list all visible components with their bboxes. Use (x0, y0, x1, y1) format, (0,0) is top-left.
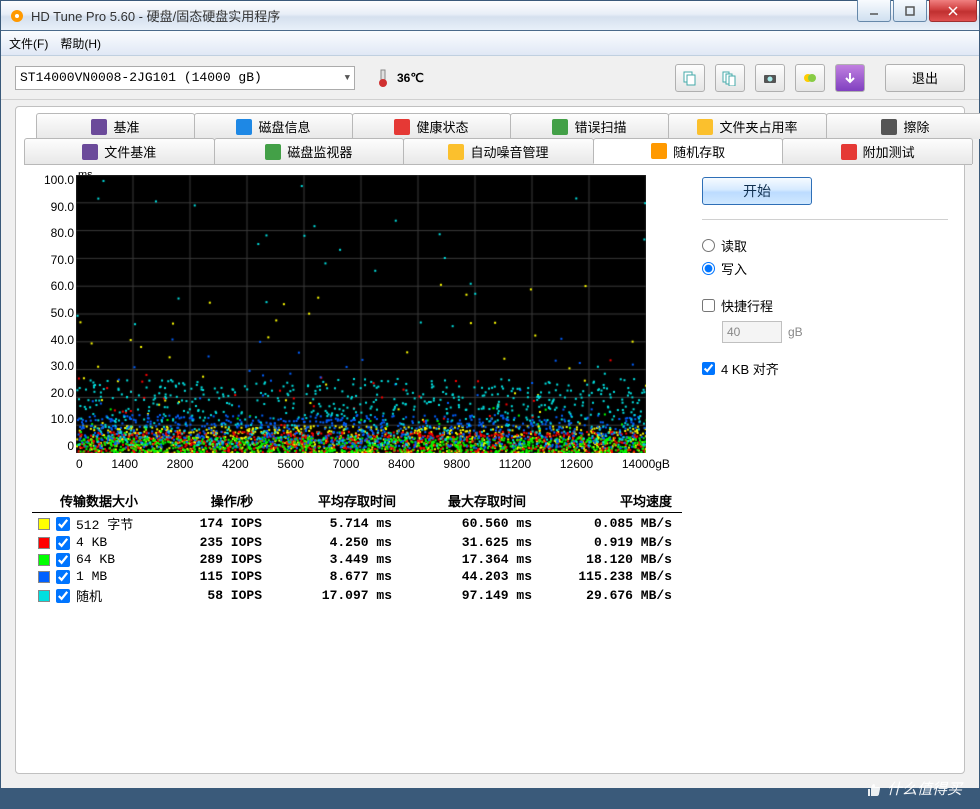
tab-错误扫描[interactable]: 错误扫描 (510, 113, 669, 139)
menu-file[interactable]: 文件(F) (9, 35, 48, 52)
drive-select[interactable]: ST14000VN0008-2JG101 (14000 gB) (15, 66, 355, 90)
tabs-row-2: 文件基准磁盘监视器自动噪音管理随机存取附加测试 (24, 138, 972, 165)
exit-button[interactable]: 退出 (885, 64, 965, 92)
tab-擦除[interactable]: 擦除 (826, 113, 980, 139)
temperature: 36℃ (375, 68, 424, 88)
main-panel: 基准磁盘信息健康状态错误扫描文件夹占用率擦除 文件基准磁盘监视器自动噪音管理随机… (15, 106, 965, 774)
maximize-button[interactable] (893, 0, 927, 22)
app-window: HD Tune Pro 5.60 - 硬盘/固态硬盘实用程序 文件(F) 帮助(… (0, 0, 980, 789)
radio-write[interactable]: 写入 (702, 257, 948, 280)
radio-read[interactable]: 读取 (702, 234, 948, 257)
tab-random-access: ms 100.090.080.070.060.050.040.030.020.0… (16, 165, 964, 618)
series-checkbox[interactable] (56, 517, 70, 531)
results-table: 传输数据大小 操作/秒 平均存取时间 最大存取时间 平均速度 512 字节 17… (32, 489, 682, 606)
tab-磁盘监视器[interactable]: 磁盘监视器 (214, 138, 405, 164)
color-swatch (38, 571, 50, 583)
save-button[interactable] (835, 64, 865, 92)
window-buttons (857, 1, 979, 30)
window-title: HD Tune Pro 5.60 - 硬盘/固态硬盘实用程序 (31, 6, 857, 25)
content: 基准磁盘信息健康状态错误扫描文件夹占用率擦除 文件基准磁盘监视器自动噪音管理随机… (1, 100, 979, 788)
thumbs-up-icon (865, 780, 883, 798)
tab-附加测试[interactable]: 附加测试 (782, 138, 973, 164)
tab-基准[interactable]: 基准 (36, 113, 195, 139)
app-icon (9, 8, 25, 24)
short-stroke-value[interactable]: 40 (722, 321, 782, 343)
color-swatch (38, 518, 50, 530)
tab-健康状态[interactable]: 健康状态 (352, 113, 511, 139)
check-4kb-align[interactable]: 4 KB 对齐 (702, 357, 948, 380)
chart-column: ms 100.090.080.070.060.050.040.030.020.0… (32, 171, 682, 606)
color-swatch (38, 554, 50, 566)
tab-文件夹占用率[interactable]: 文件夹占用率 (668, 113, 827, 139)
results-header: 传输数据大小 操作/秒 平均存取时间 最大存取时间 平均速度 (32, 489, 682, 513)
mode-group: 读取 写入 (702, 234, 948, 280)
result-row: 1 MB 115 IOPS 8.677 ms 44.203 ms 115.238… (32, 568, 682, 585)
tab-自动噪音管理[interactable]: 自动噪音管理 (403, 138, 594, 164)
result-row: 512 字节 174 IOPS 5.714 ms 60.560 ms 0.085… (32, 513, 682, 534)
refresh-button[interactable] (795, 64, 825, 92)
result-row: 随机 58 IOPS 17.097 ms 97.149 ms 29.676 MB… (32, 585, 682, 606)
chart-xaxis: 0140028004200560070008400980011200126001… (76, 457, 670, 471)
color-swatch (38, 590, 50, 602)
menubar: 文件(F) 帮助(H) (1, 31, 979, 56)
series-checkbox[interactable] (56, 536, 70, 550)
titlebar: HD Tune Pro 5.60 - 硬盘/固态硬盘实用程序 (1, 1, 979, 31)
side-column: 开始 读取 写入 快捷行程 40gB 4 KB 对齐 (702, 171, 948, 606)
color-swatch (38, 537, 50, 549)
thermometer-icon (375, 68, 391, 88)
scatter-plot (76, 175, 646, 453)
watermark: 什么值得买 (865, 778, 962, 799)
result-row: 4 KB 235 IOPS 4.250 ms 31.625 ms 0.919 M… (32, 534, 682, 551)
series-checkbox[interactable] (56, 553, 70, 567)
chart-yaxis: 100.090.080.070.060.050.040.030.020.010.… (32, 173, 74, 453)
tab-随机存取[interactable]: 随机存取 (593, 138, 784, 164)
tab-磁盘信息[interactable]: 磁盘信息 (194, 113, 353, 139)
check-short-stroke[interactable]: 快捷行程 (702, 294, 948, 317)
chart-area: ms 100.090.080.070.060.050.040.030.020.0… (32, 171, 682, 481)
close-button[interactable] (929, 0, 977, 22)
series-checkbox[interactable] (56, 589, 70, 603)
minimize-button[interactable] (857, 0, 891, 22)
series-checkbox[interactable] (56, 570, 70, 584)
start-button[interactable]: 开始 (702, 177, 812, 205)
copy-button[interactable] (675, 64, 705, 92)
tab-文件基准[interactable]: 文件基准 (24, 138, 215, 164)
screenshot-button[interactable] (755, 64, 785, 92)
menu-help[interactable]: 帮助(H) (60, 35, 101, 52)
toolbar: ST14000VN0008-2JG101 (14000 gB) 36℃ 退出 (1, 56, 979, 100)
copy-all-button[interactable] (715, 64, 745, 92)
result-row: 64 KB 289 IOPS 3.449 ms 17.364 ms 18.120… (32, 551, 682, 568)
tabs-row-1: 基准磁盘信息健康状态错误扫描文件夹占用率擦除 (36, 113, 980, 139)
